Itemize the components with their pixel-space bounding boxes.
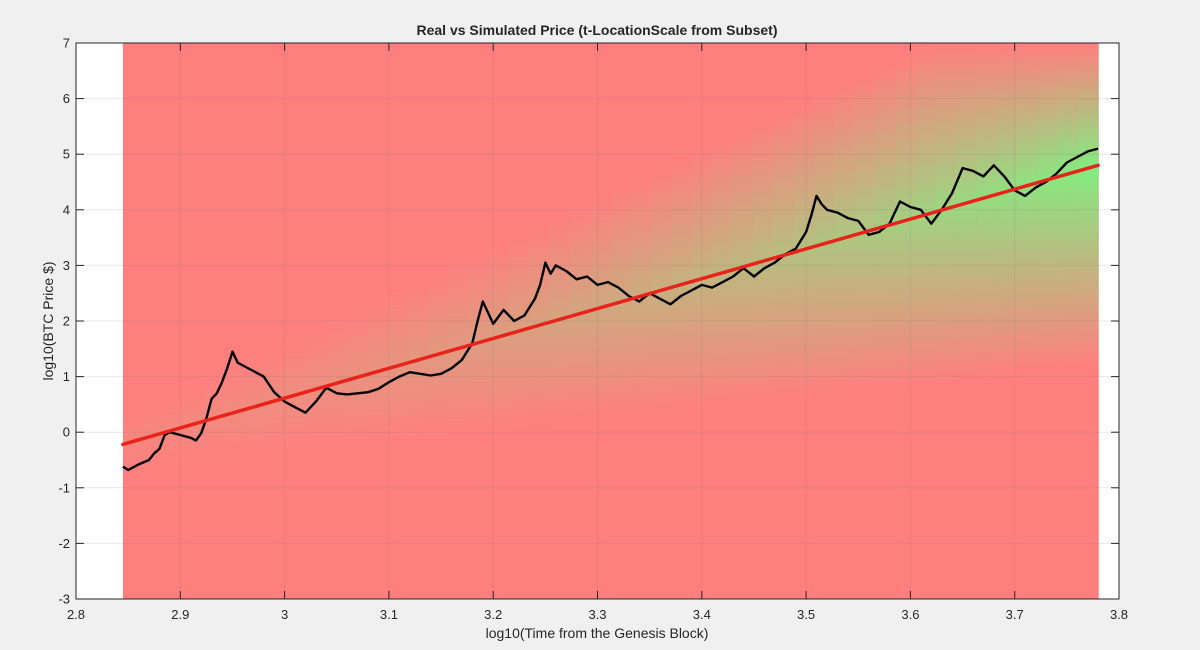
heatmap-density bbox=[285, 43, 307, 599]
heatmap-density bbox=[813, 43, 835, 599]
heatmap-density bbox=[1057, 43, 1079, 599]
heatmap-density bbox=[1077, 43, 1099, 599]
x-tick-label: 3.5 bbox=[797, 607, 815, 622]
y-tick-label: 4 bbox=[63, 202, 70, 217]
heatmap-density bbox=[874, 43, 896, 599]
heatmap-density bbox=[773, 43, 794, 599]
heatmap-density bbox=[204, 43, 226, 599]
x-tick-label: 3.1 bbox=[380, 607, 398, 622]
heatmap-density bbox=[427, 43, 449, 599]
heatmap-density bbox=[630, 43, 652, 599]
x-tick-label: 3.4 bbox=[693, 607, 711, 622]
heatmap-density bbox=[610, 43, 632, 599]
x-tick-label: 3.7 bbox=[1006, 607, 1024, 622]
heatmap-density bbox=[448, 43, 469, 599]
heatmap-density bbox=[488, 43, 510, 599]
heatmap-density bbox=[894, 43, 916, 599]
y-tick-label: -3 bbox=[58, 592, 70, 607]
x-tick-label: 3.8 bbox=[1110, 607, 1128, 622]
chart-title: Real vs Simulated Price (t-LocationScale… bbox=[417, 22, 778, 38]
y-tick-label: 5 bbox=[63, 147, 70, 162]
y-axis-label: log10(BTC Price $) bbox=[40, 261, 56, 380]
heatmap-density bbox=[976, 43, 998, 599]
heatmap-density bbox=[915, 43, 937, 599]
real-price-line bbox=[122, 147, 1099, 472]
y-tick-label: 6 bbox=[63, 91, 70, 106]
heatmap-density bbox=[712, 43, 734, 599]
heatmap-density bbox=[224, 43, 246, 599]
y-tick-label: -1 bbox=[58, 480, 70, 495]
heatmap-density bbox=[326, 43, 348, 599]
heatmap-density bbox=[163, 43, 185, 599]
heatmap-density bbox=[569, 43, 591, 599]
heatmap-density bbox=[407, 43, 429, 599]
heatmap-density bbox=[752, 43, 774, 599]
heatmap-density bbox=[996, 43, 1018, 599]
ticks: 2.8 2.9 3 3.1 3.2 3.3 3.4 3.5 3.6 3.7 3.8 -3 -2 -1 0 1 2… bbox=[58, 36, 1128, 623]
y-tick-label: 2 bbox=[63, 314, 70, 329]
x-tick-label: 2.8 bbox=[67, 607, 85, 622]
x-axis-label: log10(Time from the Genesis Block) bbox=[486, 625, 709, 641]
heatmap-density bbox=[529, 43, 551, 599]
heatmap-density bbox=[671, 43, 693, 599]
heatmap-density bbox=[366, 43, 388, 599]
heatmap bbox=[122, 43, 1099, 599]
trend-line bbox=[121, 163, 1100, 447]
heatmap-density bbox=[346, 43, 368, 599]
x-tick-label: 3 bbox=[281, 607, 288, 622]
heatmap-density bbox=[955, 43, 977, 599]
heatmap-density bbox=[265, 43, 287, 599]
heatmap-density bbox=[508, 43, 530, 599]
heatmap-density bbox=[854, 43, 876, 599]
y-tick-label: 3 bbox=[63, 258, 70, 273]
y-tick-label: -2 bbox=[58, 536, 70, 551]
series-layer bbox=[121, 147, 1100, 472]
heatmap-density bbox=[732, 43, 754, 599]
heatmap-density bbox=[244, 43, 266, 599]
heatmap-density bbox=[305, 43, 327, 599]
y-tick-label: 1 bbox=[63, 369, 70, 384]
heatmap-density bbox=[691, 43, 713, 599]
heatmap-density bbox=[834, 43, 855, 599]
heatmap-density bbox=[651, 43, 673, 599]
x-tick-label: 3.6 bbox=[901, 607, 919, 622]
heatmap-density bbox=[1016, 43, 1038, 599]
y-tick-label: 7 bbox=[63, 36, 70, 51]
heatmap-density bbox=[935, 43, 957, 599]
y-tick-label: 0 bbox=[63, 425, 70, 440]
heatmap-density bbox=[183, 43, 205, 599]
x-tick-label: 3.2 bbox=[484, 607, 502, 622]
heatmap-density bbox=[387, 43, 408, 599]
heatmap-density bbox=[122, 43, 144, 599]
x-tick-label: 2.9 bbox=[171, 607, 189, 622]
heatmap-density bbox=[590, 43, 612, 599]
heatmap-density bbox=[793, 43, 815, 599]
x-tick-label: 3.3 bbox=[588, 607, 606, 622]
